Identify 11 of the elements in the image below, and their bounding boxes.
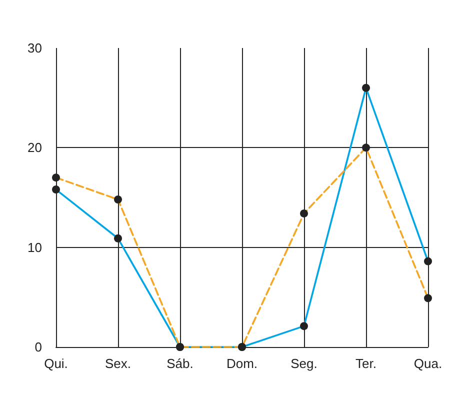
y-tick-label: 0 <box>34 340 42 354</box>
y-tick-label: 20 <box>28 140 42 156</box>
x-tick-label: Seg. <box>290 356 318 371</box>
x-tick-label: Qua. <box>414 356 442 371</box>
x-tick-label: Sex. <box>104 356 132 371</box>
x-tick-label: Dom. <box>226 356 258 371</box>
y-tick-label: 30 <box>28 40 42 56</box>
x-tick-label: Sáb. <box>166 356 194 371</box>
x-tick-label: Qui. <box>44 356 68 371</box>
y-tick-label: 10 <box>28 240 42 255</box>
x-tick-label: Ter. <box>356 356 376 371</box>
